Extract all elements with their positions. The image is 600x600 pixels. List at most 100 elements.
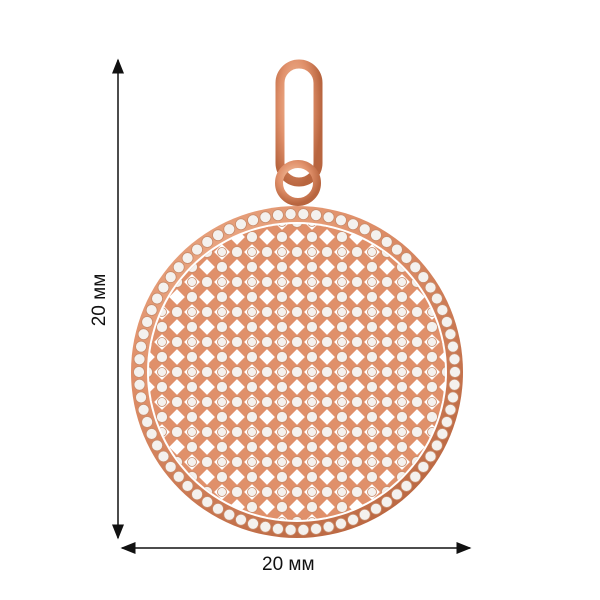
stone	[321, 336, 333, 348]
stone	[201, 396, 213, 408]
stone	[186, 321, 198, 333]
stone	[336, 381, 348, 393]
stone	[261, 396, 273, 408]
stone	[291, 486, 303, 498]
stone	[171, 306, 183, 318]
stone	[307, 397, 317, 407]
stone	[381, 396, 393, 408]
stone	[216, 321, 228, 333]
stone	[276, 351, 288, 363]
stone	[261, 306, 273, 318]
stone	[441, 366, 445, 378]
stone	[366, 441, 378, 453]
stone	[216, 261, 228, 273]
stone	[396, 291, 408, 303]
stone	[381, 336, 393, 348]
stone	[307, 247, 317, 257]
height-label: 20 мм	[89, 273, 110, 327]
stone	[201, 276, 213, 288]
stone	[157, 397, 167, 407]
stone	[307, 337, 317, 347]
stone	[310, 209, 322, 222]
stone	[277, 397, 287, 407]
stone	[417, 461, 430, 473]
stone	[164, 461, 177, 473]
stone	[306, 441, 318, 453]
stone	[247, 427, 257, 437]
stone	[223, 223, 236, 236]
stone	[246, 411, 258, 423]
stone	[351, 486, 363, 498]
stone	[247, 367, 257, 377]
stone	[217, 487, 227, 497]
stone	[427, 367, 437, 377]
stone	[186, 441, 198, 453]
stone	[321, 486, 333, 498]
stone	[216, 291, 228, 303]
stone	[186, 291, 198, 303]
stone	[171, 336, 183, 348]
stone	[259, 211, 272, 224]
stone	[391, 243, 403, 256]
stone	[217, 397, 227, 407]
stone	[172, 470, 185, 483]
stone	[411, 336, 423, 348]
stone	[397, 427, 407, 437]
stone	[358, 508, 371, 521]
stone	[133, 378, 146, 391]
stone	[367, 367, 377, 377]
stone	[397, 277, 407, 287]
stone	[400, 252, 413, 264]
stone	[231, 456, 243, 468]
stone	[276, 411, 288, 423]
stone	[149, 366, 153, 378]
stone	[367, 397, 377, 407]
stone	[306, 261, 318, 273]
stone	[201, 236, 214, 248]
stone	[347, 513, 359, 526]
stone	[137, 328, 150, 341]
stone	[321, 396, 333, 408]
stone	[191, 488, 203, 501]
stone	[217, 277, 227, 287]
stone	[151, 292, 163, 305]
stone	[335, 517, 347, 530]
stone	[306, 291, 318, 303]
stone	[231, 246, 243, 258]
stone	[400, 480, 413, 492]
stone	[291, 396, 303, 408]
stone	[216, 471, 228, 483]
stone	[370, 229, 382, 242]
pendant-disc	[131, 206, 463, 538]
stone	[336, 231, 348, 243]
stone	[187, 397, 197, 407]
stone	[277, 307, 287, 317]
stone	[306, 411, 318, 423]
stone	[261, 366, 273, 378]
stone	[187, 367, 197, 377]
stone	[141, 316, 154, 328]
stone	[336, 501, 348, 513]
stone	[246, 501, 258, 513]
stone	[284, 523, 297, 536]
stone	[321, 306, 333, 318]
stone	[337, 457, 347, 467]
stone	[396, 321, 408, 333]
stone	[261, 486, 273, 498]
stone	[201, 456, 213, 468]
stone	[216, 351, 228, 363]
stone	[201, 496, 214, 508]
stone	[187, 337, 197, 347]
stone	[157, 367, 167, 377]
stone	[424, 281, 437, 294]
stone	[157, 281, 170, 294]
stone	[351, 246, 363, 258]
stone	[247, 397, 257, 407]
stone	[306, 501, 318, 513]
stone	[440, 316, 453, 328]
stone	[212, 502, 224, 515]
stone	[231, 276, 243, 288]
stone	[397, 457, 407, 467]
stone	[297, 208, 310, 221]
stone	[426, 381, 438, 393]
